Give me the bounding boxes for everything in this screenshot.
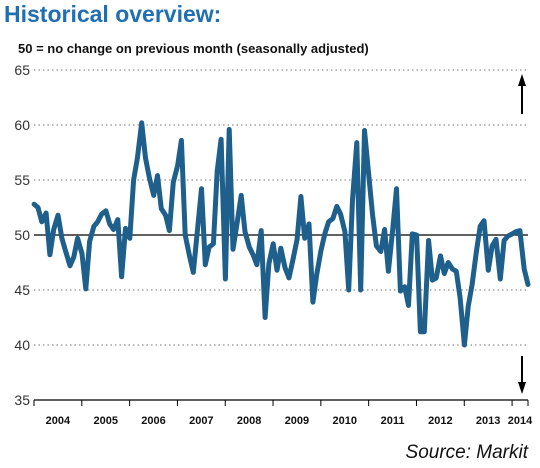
x-tick-label: 2008 — [237, 415, 261, 427]
x-tick-label: 2010 — [333, 415, 357, 427]
x-tick-label: 2009 — [285, 415, 309, 427]
chart-subtitle: 50 = no change on previous month (season… — [18, 41, 369, 56]
gridlines — [34, 69, 528, 346]
source-label: Source: Markit — [405, 442, 528, 463]
y-tick-label: 60 — [14, 117, 30, 133]
y-tick-label: 40 — [14, 337, 30, 353]
x-tick-label: 2005 — [93, 415, 117, 427]
y-axis-ticks: 35 40 45 50 55 60 65 — [14, 62, 30, 408]
series-layer — [31, 120, 531, 348]
y-tick-label: 55 — [14, 172, 30, 188]
x-tick-label: 2012 — [428, 415, 452, 427]
x-tick-label: 2014 — [508, 415, 533, 427]
x-tick-label: 2004 — [46, 415, 71, 427]
arrows-layer — [518, 74, 526, 394]
x-tick-label: 2007 — [189, 415, 213, 427]
x-tick-label: 2006 — [141, 415, 165, 427]
chart-title: Historical overview: — [4, 1, 222, 27]
y-tick-label: 50 — [14, 227, 30, 243]
y-tick-label: 35 — [14, 392, 30, 408]
x-tick-label: 2011 — [381, 415, 405, 427]
x-axis: 2004 2005 2006 2007 2008 2009 2010 2011 2012 2013… — [33, 399, 533, 427]
y-tick-label: 45 — [14, 282, 30, 298]
y-tick-label: 65 — [14, 62, 30, 78]
down-arrow-icon — [518, 356, 526, 394]
x-tick-label: 2013 — [476, 415, 500, 427]
up-arrow-icon — [518, 74, 526, 114]
series-line-0 — [31, 120, 531, 348]
